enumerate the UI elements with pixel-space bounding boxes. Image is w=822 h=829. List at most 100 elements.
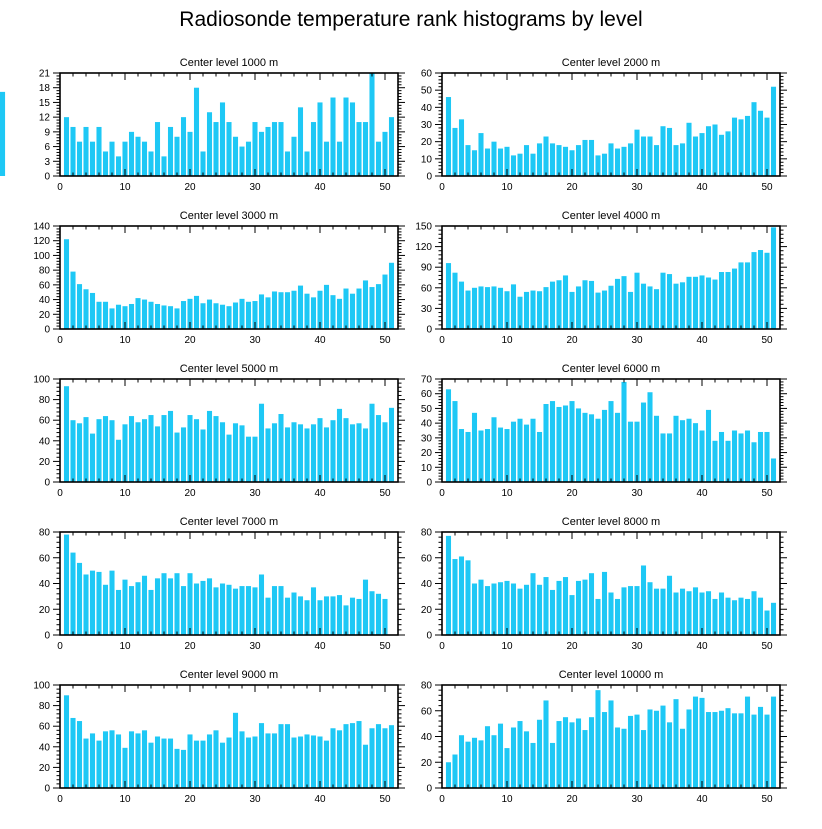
histogram-bar [478, 286, 484, 329]
histogram-bar [193, 87, 200, 176]
x-tick-label: 20 [184, 641, 196, 652]
histogram-bar [226, 737, 232, 788]
y-tick-label: 20 [421, 448, 433, 459]
histogram-bar [187, 573, 193, 635]
histogram-bar [712, 279, 718, 329]
histogram-bar [471, 287, 478, 329]
histogram-bar [660, 433, 666, 482]
histogram-bar [388, 407, 395, 482]
histogram-bar [83, 289, 89, 329]
histogram-bar [63, 386, 70, 482]
histogram-bar [569, 291, 575, 329]
histogram-bar [705, 591, 712, 635]
histogram-bar [252, 301, 258, 329]
histogram-bar [471, 412, 478, 482]
histogram-bar [445, 389, 452, 482]
histogram-bar [343, 97, 349, 176]
histogram-bar [291, 592, 297, 635]
histogram-bar [206, 112, 213, 176]
histogram-bar [271, 586, 278, 635]
histogram-bar [608, 592, 614, 635]
histogram-bar [388, 262, 395, 329]
y-tick-label: 50 [421, 86, 433, 97]
histogram-bar [310, 122, 317, 176]
histogram-bar [369, 728, 375, 788]
histogram-bar [549, 401, 556, 482]
histogram-bar [673, 699, 679, 788]
histogram-bar [601, 153, 608, 176]
x-tick-label: 20 [566, 488, 578, 499]
histogram-bar [757, 110, 764, 176]
x-tick-label: 50 [379, 182, 391, 193]
histogram-bar [666, 433, 673, 482]
x-tick-label: 40 [314, 335, 326, 346]
histogram-bar [595, 292, 601, 329]
histogram-bar [517, 721, 523, 788]
histogram-bar [284, 597, 291, 635]
y-tick-label: 60 [39, 553, 51, 564]
histogram-bar [497, 427, 504, 482]
histogram-bar [465, 560, 471, 635]
x-tick-label: 30 [631, 182, 643, 193]
histogram-bar [647, 392, 653, 482]
histogram-bar [356, 598, 362, 635]
histogram-bar [167, 578, 174, 635]
histogram-bar [63, 534, 70, 635]
histogram-bar [705, 126, 712, 176]
histogram-bar [148, 589, 154, 635]
y-tick-label: 40 [39, 579, 51, 590]
histogram-bar [349, 723, 356, 788]
histogram-bar [465, 431, 471, 482]
histogram-bar [122, 424, 128, 482]
histogram-bar [770, 86, 777, 176]
histogram-bar [504, 429, 510, 482]
histogram-bar [317, 418, 323, 482]
histogram-bar [362, 428, 369, 482]
histogram-bar [362, 579, 369, 635]
y-tick-label: 70 [421, 375, 433, 386]
histogram-bar [89, 292, 96, 329]
x-tick-label: 0 [57, 794, 63, 805]
histogram-bar [297, 596, 304, 636]
histogram-bar [491, 286, 497, 329]
y-tick-label: 100 [33, 251, 50, 262]
histogram-bar [627, 143, 634, 176]
histogram-bar [731, 430, 738, 482]
histogram-bar [770, 227, 777, 329]
histogram-bar [627, 586, 634, 635]
y-tick-label: 9 [44, 127, 50, 138]
histogram-bar [83, 738, 89, 788]
y-tick-label: 50 [421, 404, 433, 415]
histogram-bar [569, 150, 575, 176]
histogram-bar [154, 122, 161, 176]
histogram-bar [109, 141, 115, 176]
histogram-bar [497, 723, 504, 789]
histogram-bar [239, 146, 245, 176]
histogram-bar [445, 762, 452, 788]
histogram-bar [660, 272, 666, 329]
x-tick-label: 0 [439, 488, 445, 499]
histogram-bar [369, 287, 375, 329]
histogram-bar [536, 291, 543, 329]
figure-title: Radiosonde temperature rank histograms b… [179, 8, 643, 31]
y-tick-label: 20 [421, 605, 433, 616]
x-tick-label: 30 [249, 641, 261, 652]
y-tick-label: 0 [426, 631, 432, 642]
histogram-bar [102, 584, 109, 635]
histogram-bar [686, 122, 692, 176]
histogram-bar [731, 268, 738, 329]
x-tick-label: 10 [119, 335, 131, 346]
histogram-bar [491, 417, 497, 482]
histogram-bar [375, 284, 382, 329]
x-tick-label: 20 [184, 182, 196, 193]
histogram-bar [705, 409, 712, 482]
histogram-bar [96, 740, 102, 788]
histogram-bar [200, 429, 206, 482]
histogram-bar [452, 127, 458, 176]
histogram-bar [70, 126, 76, 176]
histogram-bar [278, 586, 284, 635]
histogram-bar [122, 306, 128, 329]
histogram-bar [471, 737, 478, 788]
histogram-bar [219, 304, 226, 329]
y-tick-label: 80 [421, 681, 433, 692]
